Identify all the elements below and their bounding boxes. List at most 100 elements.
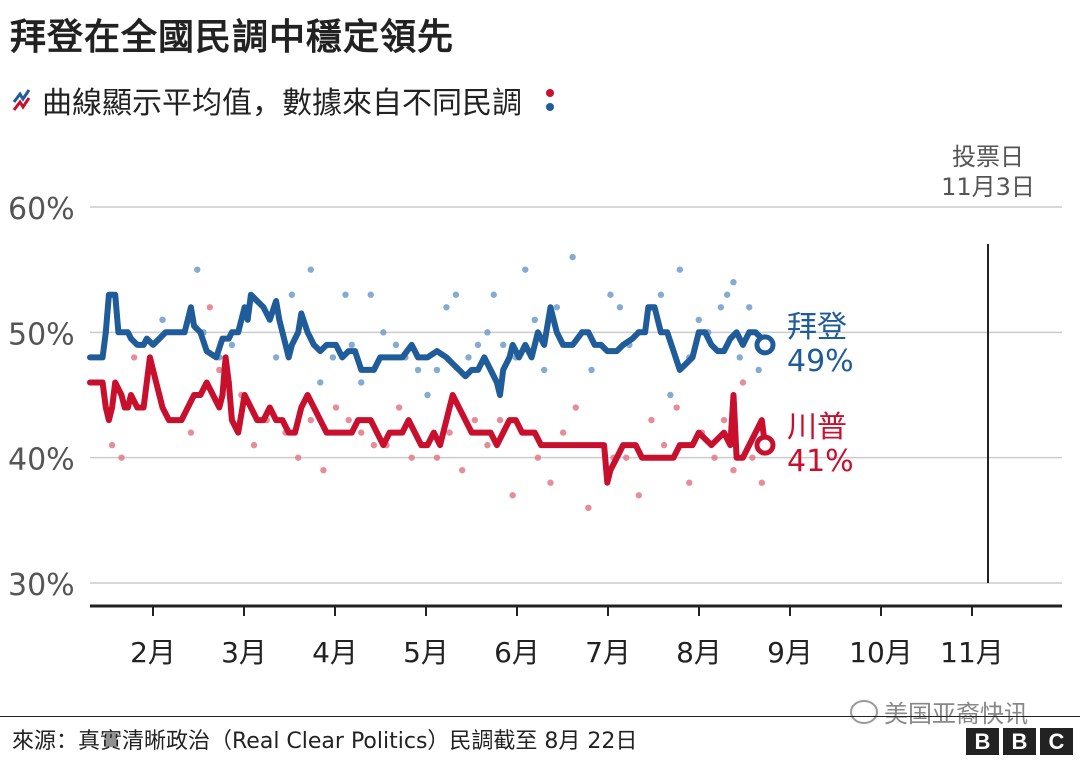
biden-poll-dot: [717, 304, 725, 311]
poll-dots-legend: [546, 89, 554, 111]
trump-poll-dot: [408, 454, 415, 461]
x-tick-label: 11月: [940, 636, 1004, 669]
x-tick-label: 4月: [312, 636, 358, 669]
trump-label: 川普: [787, 410, 847, 445]
biden-poll-dot: [723, 291, 731, 298]
trump-poll-dot: [623, 454, 630, 461]
trump-poll-dot: [108, 441, 116, 449]
trump-poll-dot: [187, 429, 195, 436]
x-tick-label: 6月: [494, 636, 540, 669]
biden-value: 49%: [787, 344, 854, 379]
trump-poll-dot: [320, 467, 327, 474]
y-tick-label: 50%: [8, 317, 75, 352]
trump-poll-dot: [749, 454, 756, 461]
trump-dot-icon: [546, 89, 554, 97]
biden-label: 拜登: [787, 310, 847, 345]
wechat-icon: [850, 699, 878, 724]
trump-poll-dot: [739, 379, 747, 386]
trump-poll-dot: [118, 454, 125, 461]
footer: 來源：真實清晰政治（Real Clear Politics）民調截至 8月 22…: [0, 716, 1080, 760]
trump-poll-dot: [446, 429, 453, 436]
trump-poll-dot: [307, 416, 314, 424]
biden-poll-dot: [755, 366, 762, 374]
trump-poll-dot: [509, 492, 516, 499]
chart-title: 拜登在全國民調中穩定領先: [10, 17, 455, 58]
biden-poll-dot: [695, 316, 702, 323]
x-tick-label: 5月: [403, 636, 449, 669]
trump-end-marker: [754, 434, 776, 456]
trump-poll-dot: [345, 416, 352, 424]
trump-poll-dot: [471, 416, 479, 424]
x-tick-label: 10月: [849, 636, 913, 669]
trump-poll-dot: [332, 404, 340, 411]
biden-poll-dot: [736, 354, 743, 361]
biden-poll-dot: [569, 253, 576, 261]
bbc-logo-b2: B: [1003, 728, 1036, 755]
trend-lines-icon: [12, 89, 31, 111]
biden-poll-dot: [367, 291, 374, 298]
biden-poll-dot: [272, 354, 280, 361]
biden-poll-dot: [474, 341, 482, 349]
biden-poll-dot: [424, 391, 431, 399]
bbc-logo-c: C: [1040, 728, 1073, 755]
biden-poll-dot: [342, 291, 349, 298]
bbc-logo-b1: B: [966, 728, 999, 755]
biden-poll-dot: [500, 341, 507, 349]
biden-poll-dot: [348, 341, 355, 349]
y-tick-label: 60%: [8, 192, 75, 227]
x-tick-label: 3月: [221, 636, 267, 669]
bbc-logo: B B C: [966, 728, 1073, 755]
chart-subtitle: 曲線顯示平均值，數據來自不同民調: [10, 78, 554, 122]
trump-poll-dot: [395, 404, 403, 411]
biden-poll-dot: [288, 291, 296, 298]
watermark-text: 美国亚裔快讯: [884, 700, 1028, 728]
biden-poll-dot: [228, 341, 236, 349]
trump-poll-dot: [250, 441, 258, 449]
trump-poll-dot: [294, 454, 302, 461]
biden-poll-dot: [541, 366, 548, 374]
biden-dot-icon: [546, 103, 554, 111]
biden-poll-dot: [531, 316, 538, 323]
subtitle-text: 曲線顯示平均值，數據來自不同民調: [42, 86, 522, 121]
y-tick-label: 40%: [8, 443, 75, 478]
biden-poll-dot: [616, 304, 624, 311]
trump-poll-dot: [206, 304, 214, 311]
trump-poll-dot: [559, 429, 567, 436]
trump-poll-dot: [648, 416, 655, 424]
biden-poll-dot: [746, 304, 753, 311]
biden-poll-dot: [522, 266, 529, 273]
biden-poll-dot: [553, 304, 561, 311]
biden-poll-dot: [452, 291, 460, 298]
biden-poll-dot: [414, 366, 422, 374]
watermark: 美国亚裔快讯: [850, 694, 1028, 729]
biden-poll-dot: [380, 329, 387, 336]
trump-poll-dot: [484, 441, 491, 449]
x-tick-label: 7月: [585, 636, 631, 669]
biden-poll-dot: [676, 266, 684, 273]
trump-poll-dot: [673, 404, 680, 411]
trump-poll-dot: [686, 479, 693, 486]
trump-poll-dot: [711, 454, 718, 461]
trump-poll-dot: [496, 416, 504, 424]
biden-poll-dot: [730, 279, 737, 286]
biden-poll-dot: [484, 329, 491, 336]
biden-end-marker: [754, 334, 776, 356]
x-tick-label: 2月: [130, 636, 176, 669]
trump-poll-dot: [458, 467, 466, 474]
trump-poll-dot: [216, 366, 223, 374]
election-day-label: 投票日: [952, 143, 1024, 171]
biden-poll-dot: [667, 391, 674, 399]
trump-poll-dot: [720, 416, 728, 424]
y-tick-label: 30%: [8, 568, 75, 603]
trump-value: 41%: [787, 444, 854, 479]
trump-poll-dot: [585, 504, 592, 511]
biden-poll-dot: [490, 291, 497, 298]
trump-poll-dot: [130, 354, 138, 361]
biden-poll-dot: [194, 266, 201, 273]
trump-average-line: [87, 354, 768, 486]
trump-poll-dot: [370, 441, 378, 449]
biden-poll-dot: [358, 379, 365, 386]
source-text: 來源：真實清晰政治（Real Clear Politics）民調截至 8月 22…: [12, 729, 638, 754]
biden-poll-dot: [657, 291, 665, 298]
x-tick-label: 9月: [767, 636, 813, 669]
